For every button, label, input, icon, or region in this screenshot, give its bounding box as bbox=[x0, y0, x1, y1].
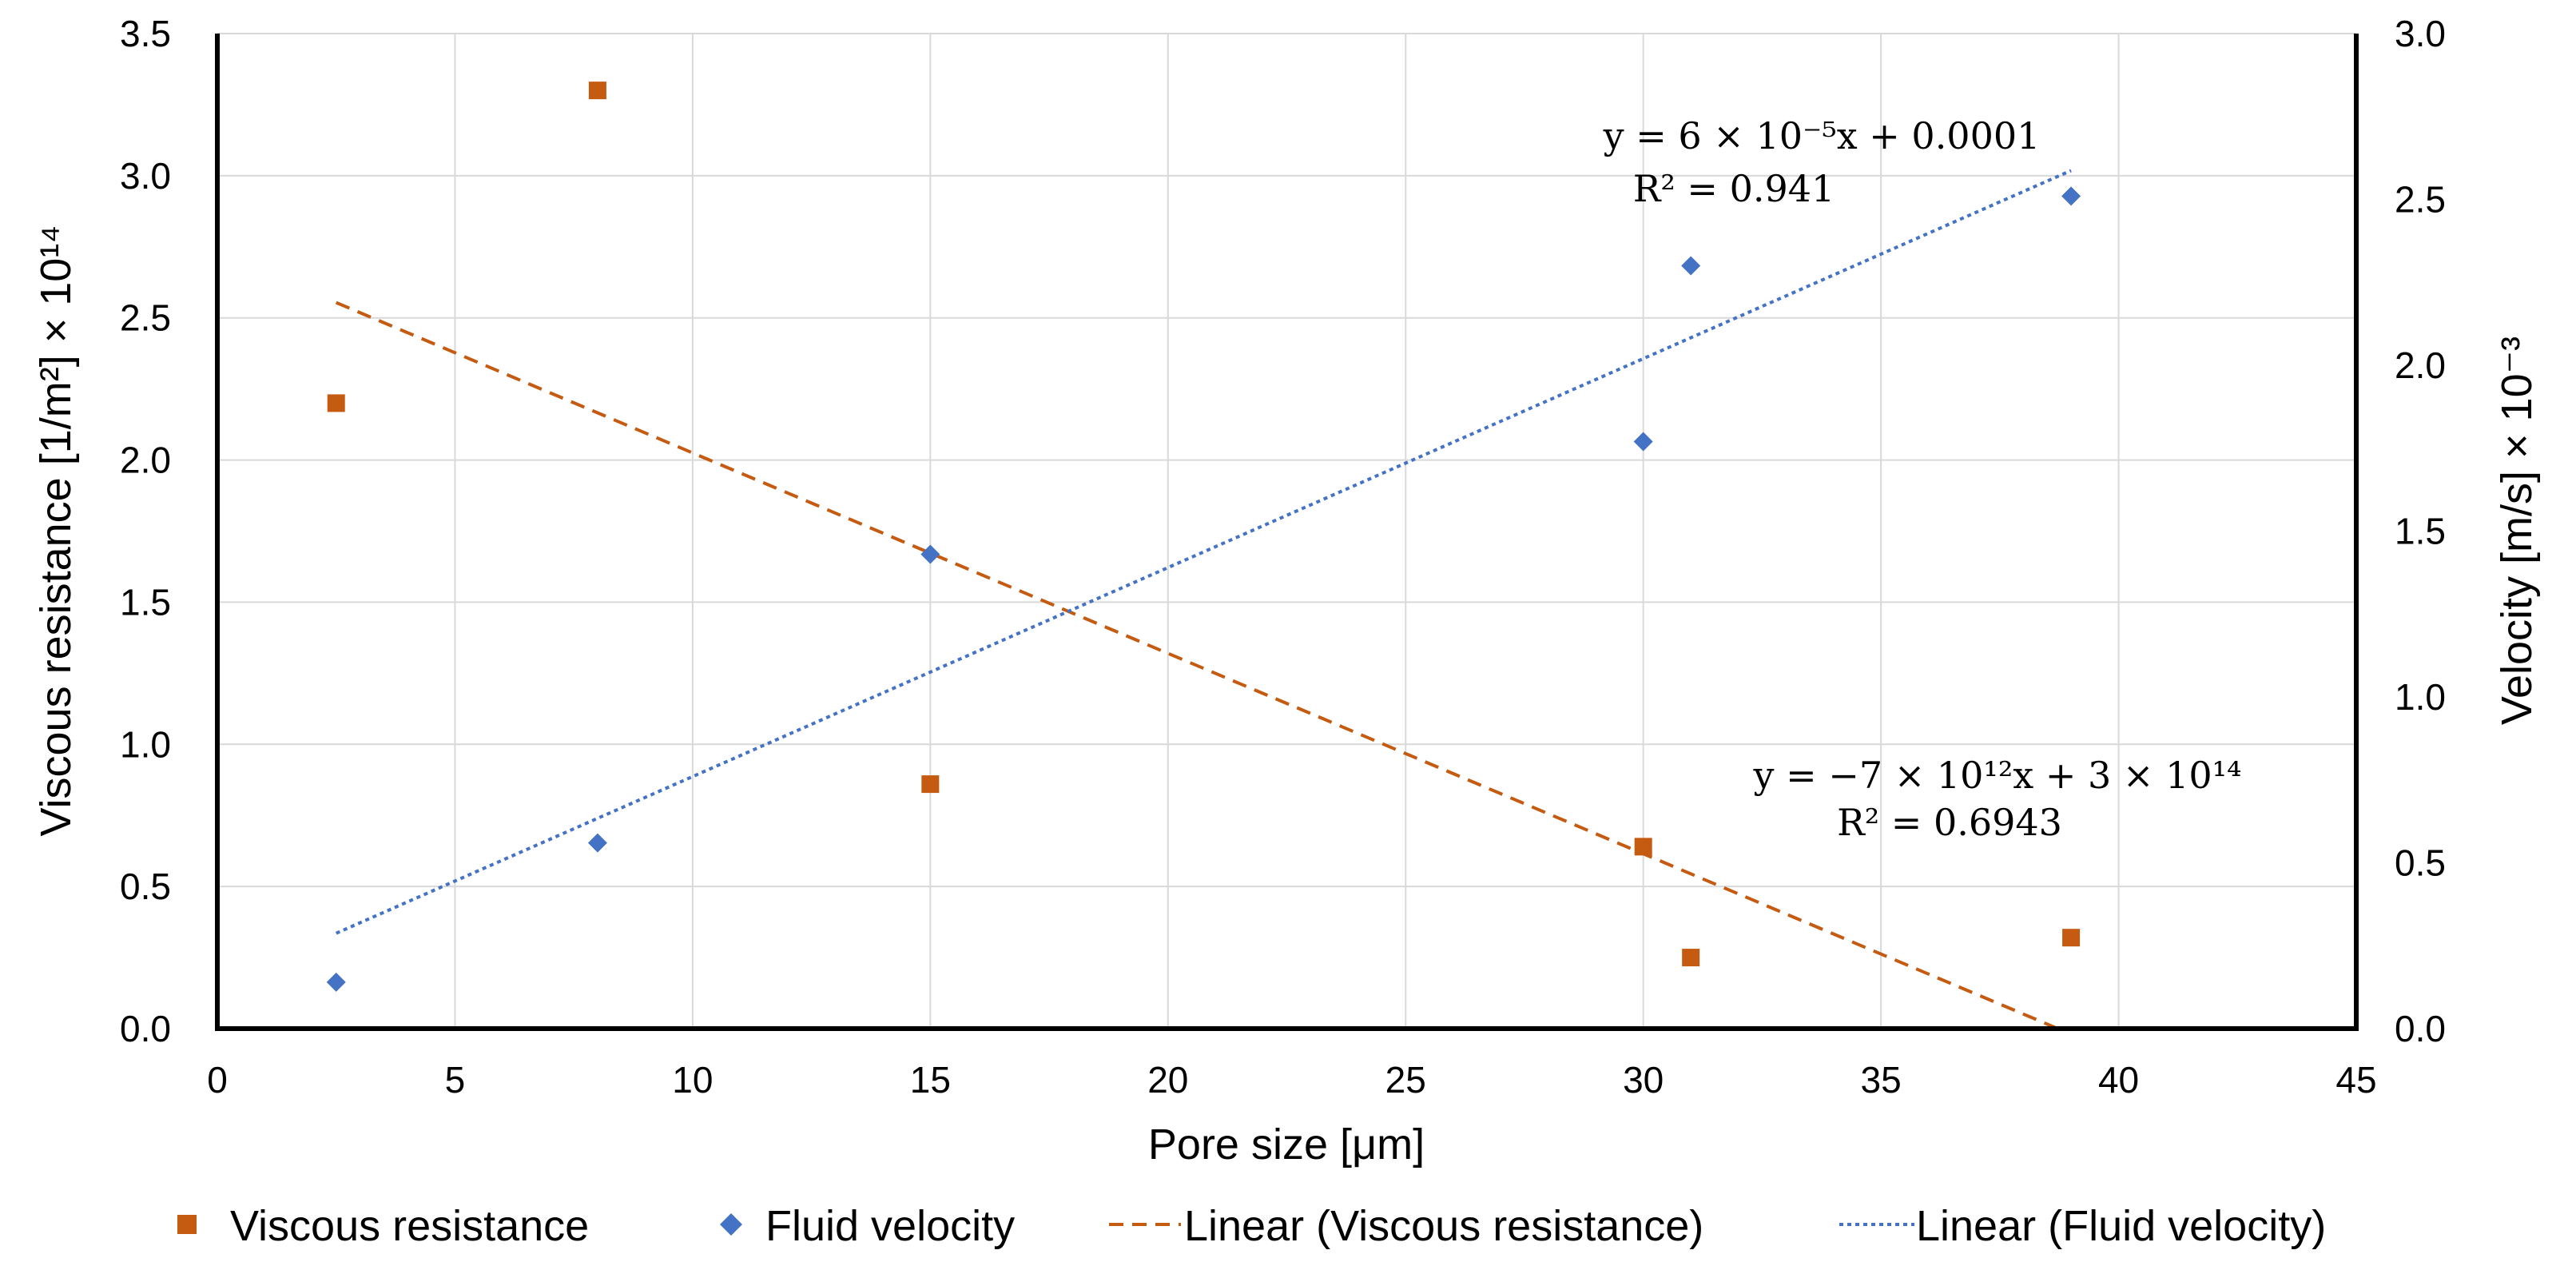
data-point-viscous-resistance bbox=[921, 775, 940, 794]
vertical-gridlines bbox=[454, 34, 2120, 1029]
x-tick-label: 25 bbox=[1385, 1059, 1426, 1101]
y2-tick-labels: 0.0 0.5 1.0 1.5 2.0 2.5 3.0 bbox=[2395, 13, 2446, 1049]
data-point-viscous-resistance bbox=[1634, 838, 1652, 856]
trendlines bbox=[335, 169, 2072, 1030]
horizontal-gridlines bbox=[217, 33, 2356, 888]
y2-tick-label: 0.5 bbox=[2395, 842, 2446, 884]
data-point-viscous-resistance bbox=[588, 82, 606, 100]
equation-fluid-velocity: y = 6 × 10⁻⁵x + 0.0001 R² = 0.941 bbox=[1603, 114, 2041, 210]
y-tick-label: 0.0 bbox=[120, 1008, 171, 1049]
x-tick-label: 15 bbox=[910, 1059, 951, 1101]
y-tick-label: 2.0 bbox=[120, 440, 171, 481]
data-point-viscous-resistance bbox=[1682, 949, 1700, 967]
data-point-viscous-resistance bbox=[2062, 929, 2081, 947]
trendline-fluid-velocity bbox=[335, 169, 2072, 935]
legend-item-viscous-resistance: Viscous resistance bbox=[177, 1202, 589, 1250]
y2-tick-label: 1.0 bbox=[2395, 676, 2446, 718]
legend-label: Viscous resistance bbox=[230, 1202, 589, 1250]
data-point-fluid-velocity bbox=[1681, 256, 1701, 276]
y-tick-labels: 0.0 0.5 1.0 1.5 2.0 2.5 3.0 3.5 bbox=[120, 13, 171, 1049]
series-viscous-resistance bbox=[327, 82, 2081, 967]
y2-axis-title: Velocity [m/s] × 10⁻³ bbox=[2493, 336, 2541, 725]
data-point-fluid-velocity bbox=[920, 544, 940, 564]
y-tick-label: 1.5 bbox=[120, 581, 171, 623]
legend-label: Linear (Viscous resistance) bbox=[1184, 1202, 1703, 1250]
y2-tick-label: 2.0 bbox=[2395, 344, 2446, 386]
data-point-fluid-velocity bbox=[1633, 432, 1653, 452]
legend-item-linear-viscous-resistance: Linear (Viscous resistance) bbox=[1109, 1202, 1703, 1250]
legend-label: Linear (Fluid velocity) bbox=[1916, 1202, 2326, 1250]
x-tick-label: 5 bbox=[445, 1059, 466, 1101]
y-tick-label: 2.5 bbox=[120, 297, 171, 339]
series-fluid-velocity bbox=[326, 186, 2081, 992]
equation-viscous-resistance-formula: y = −7 × 10¹²x + 3 × 10¹⁴ bbox=[1753, 754, 2242, 797]
equation-viscous-resistance: y = −7 × 10¹²x + 3 × 10¹⁴ R² = 0.6943 bbox=[1753, 754, 2242, 844]
data-point-fluid-velocity bbox=[326, 972, 346, 992]
x-tick-label: 0 bbox=[207, 1059, 228, 1101]
legend-marker-diamond bbox=[720, 1213, 742, 1236]
y-tick-label: 0.5 bbox=[120, 866, 171, 907]
y-tick-label: 3.5 bbox=[120, 13, 171, 54]
x-tick-labels: 0 5 10 15 20 25 30 35 40 45 bbox=[207, 1059, 2376, 1101]
x-tick-label: 45 bbox=[2335, 1059, 2376, 1101]
y2-tick-label: 3.0 bbox=[2395, 13, 2446, 54]
data-point-viscous-resistance bbox=[327, 394, 345, 412]
legend-marker-square bbox=[177, 1215, 197, 1234]
legend-item-fluid-velocity: Fluid velocity bbox=[720, 1202, 1015, 1250]
x-tick-label: 40 bbox=[2098, 1059, 2139, 1101]
x-tick-label: 20 bbox=[1147, 1059, 1188, 1101]
y-tick-label: 3.0 bbox=[120, 155, 171, 197]
y2-tick-label: 1.5 bbox=[2395, 511, 2446, 552]
data-point-fluid-velocity bbox=[587, 833, 607, 853]
x-tick-label: 10 bbox=[672, 1059, 713, 1101]
y2-tick-label: 0.0 bbox=[2395, 1008, 2446, 1049]
legend-item-linear-fluid-velocity: Linear (Fluid velocity) bbox=[1839, 1202, 2326, 1250]
y-tick-label: 1.0 bbox=[120, 723, 171, 765]
x-tick-label: 35 bbox=[1861, 1059, 1902, 1101]
x-axis-title: Pore size [μm] bbox=[1148, 1121, 1425, 1168]
y2-tick-label: 2.5 bbox=[2395, 179, 2446, 221]
axes bbox=[215, 34, 2359, 1031]
data-point-fluid-velocity bbox=[2061, 186, 2081, 206]
x-tick-label: 30 bbox=[1623, 1059, 1664, 1101]
equation-fluid-velocity-r2: R² = 0.941 bbox=[1633, 167, 1835, 210]
y-axis-title: Viscous resistance [1/m²] × 10¹⁴ bbox=[32, 225, 80, 836]
equation-fluid-velocity-formula: y = 6 × 10⁻⁵x + 0.0001 bbox=[1603, 114, 2041, 157]
legend-label: Fluid velocity bbox=[765, 1202, 1015, 1250]
equation-viscous-resistance-r2: R² = 0.6943 bbox=[1837, 801, 2062, 844]
trendline-viscous-resistance bbox=[335, 301, 2059, 1030]
legend: Viscous resistance Fluid velocity Linear… bbox=[177, 1202, 2326, 1250]
